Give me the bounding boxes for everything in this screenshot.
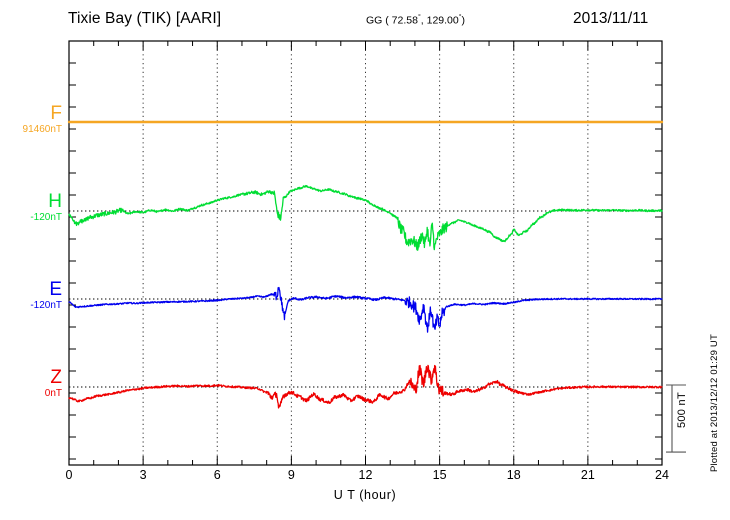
component-symbol-z: Z <box>50 367 62 388</box>
x-tick-label-18: 18 <box>506 468 521 482</box>
x-tick-label-15: 15 <box>432 468 447 482</box>
component-baseline-h: -120nT <box>30 212 62 223</box>
geo-latitude: 72.58 <box>391 14 418 27</box>
x-axis-title: U T (hour) <box>333 488 397 502</box>
component-baseline-e: -120nT <box>30 300 62 311</box>
x-tick-label-12: 12 <box>358 468 373 482</box>
component-baseline-z: 0nT <box>44 388 62 399</box>
component-label-z: Z 0nT <box>45 368 62 399</box>
trace-z <box>68 364 663 409</box>
component-symbol-h: H <box>48 191 62 212</box>
trace-h <box>68 184 663 251</box>
geo-suffix: ) <box>461 14 466 27</box>
geo-longitude: 129.00 <box>426 14 459 27</box>
component-baseline-f: 91460nT <box>22 124 62 135</box>
trace-e <box>68 286 663 333</box>
geo-prefix: GG ( <box>366 14 392 27</box>
station-title: Tixie Bay (TIK) [AARI] <box>68 10 222 27</box>
component-symbol-e: E <box>49 279 62 300</box>
x-tick-label-21: 21 <box>580 468 595 482</box>
x-tick-label-6: 6 <box>213 468 221 482</box>
component-label-e: E -120nT <box>30 280 62 311</box>
x-tick-label-0: 0 <box>65 468 73 482</box>
degree-symbol-lon: ° <box>458 14 462 21</box>
component-symbol-f: F <box>50 103 62 124</box>
component-label-f: F 91460nT <box>23 104 62 135</box>
x-tick-label-3: 3 <box>139 468 147 482</box>
x-tick-label-24: 24 <box>655 468 669 482</box>
plot-timestamp: Plotted at 2013/12/12 01:29 UT <box>709 334 720 473</box>
scale-bar-label: 500 nT <box>676 392 688 429</box>
component-label-h: H -120nT <box>30 192 62 223</box>
degree-symbol-lat: ° <box>417 14 421 21</box>
geo-separator: , <box>420 14 427 27</box>
scale-bar <box>666 384 686 453</box>
x-tick-label-9: 9 <box>287 468 295 482</box>
observation-date: 2013/11/11 <box>573 10 649 27</box>
geographic-coordinates: GG ( 72.58°, 129.00°) <box>366 14 465 27</box>
